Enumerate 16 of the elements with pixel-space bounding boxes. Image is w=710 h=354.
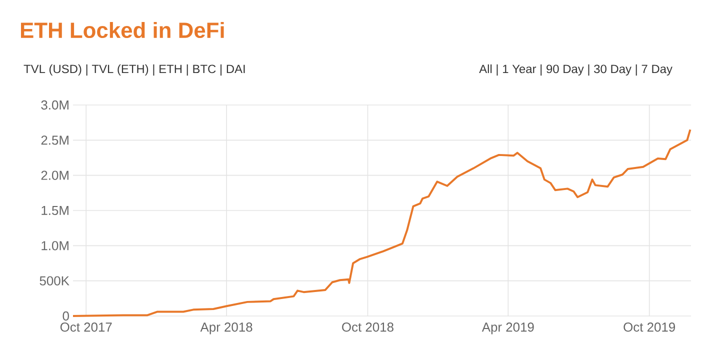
x-tick-label: Oct 2017 — [60, 322, 112, 332]
y-tick-label: 1.5M — [42, 206, 68, 216]
chart-title: ETH Locked in DeFi — [20, 22, 224, 38]
text: All | 1 Year | 90 Day | 30 Day | 7 Day — [479, 64, 672, 76]
x-tick-label: Apr 2019 — [482, 322, 534, 334]
y-tick-label: 2.0M — [41, 170, 68, 180]
y-tick-label: 0 — [62, 311, 69, 321]
x-tick-label: Oct 2019 — [624, 322, 676, 332]
line-series — [72, 128, 692, 317]
y-tick-label: 3.0M — [41, 100, 68, 110]
x-tick-label: Oct 2018 — [342, 322, 394, 332]
y-tick-label: 500K — [40, 276, 70, 286]
y-tick-label: 1.0M — [42, 241, 68, 250]
text: TVL (USD) | TVL (ETH) | ETH | BTC | DAI — [24, 64, 245, 76]
x-tick-label: Apr 2018 — [200, 322, 252, 334]
y-tick-label: 2.5M — [41, 136, 68, 145]
